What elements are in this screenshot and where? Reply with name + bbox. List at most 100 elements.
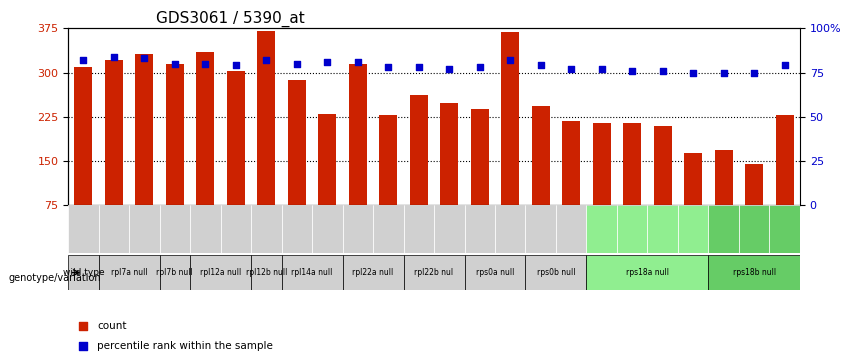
Point	[564, 66, 578, 72]
Point	[473, 64, 487, 70]
FancyBboxPatch shape	[160, 255, 190, 290]
FancyBboxPatch shape	[434, 205, 465, 253]
Text: rpl14a null: rpl14a null	[291, 268, 333, 277]
FancyBboxPatch shape	[99, 205, 129, 253]
FancyBboxPatch shape	[251, 205, 282, 253]
FancyBboxPatch shape	[251, 255, 282, 290]
Bar	[105, 59, 123, 205]
Point	[381, 64, 395, 70]
Bar	[349, 64, 367, 205]
FancyBboxPatch shape	[99, 255, 160, 290]
Point	[778, 63, 791, 68]
Point	[168, 61, 181, 67]
Bar	[684, 153, 702, 205]
FancyBboxPatch shape	[68, 205, 99, 253]
Text: rpl7a null: rpl7a null	[111, 268, 147, 277]
FancyBboxPatch shape	[342, 255, 403, 290]
Point	[656, 68, 670, 74]
Text: rpl22b nul: rpl22b nul	[414, 268, 454, 277]
Bar	[257, 31, 276, 205]
Text: rps18b null: rps18b null	[733, 268, 776, 277]
Text: rpl12a null: rpl12a null	[200, 268, 241, 277]
FancyBboxPatch shape	[465, 205, 495, 253]
Text: percentile rank within the sample: percentile rank within the sample	[97, 341, 273, 350]
Text: genotype/variation: genotype/variation	[9, 273, 101, 283]
Point	[687, 70, 700, 75]
FancyBboxPatch shape	[678, 205, 708, 253]
Bar	[196, 52, 214, 205]
FancyBboxPatch shape	[220, 205, 251, 253]
FancyBboxPatch shape	[403, 255, 465, 290]
Text: rpl7b null: rpl7b null	[157, 268, 193, 277]
Text: rps18a null: rps18a null	[626, 268, 669, 277]
FancyBboxPatch shape	[465, 255, 525, 290]
FancyBboxPatch shape	[586, 205, 617, 253]
FancyBboxPatch shape	[190, 205, 220, 253]
Bar	[562, 121, 580, 205]
Point	[229, 63, 243, 68]
Text: count: count	[97, 321, 127, 331]
FancyBboxPatch shape	[282, 205, 312, 253]
Bar	[471, 109, 488, 205]
FancyBboxPatch shape	[373, 205, 403, 253]
FancyBboxPatch shape	[525, 255, 586, 290]
Bar	[288, 80, 306, 205]
Point	[443, 66, 456, 72]
Bar	[532, 106, 550, 205]
Point	[290, 61, 304, 67]
Point	[595, 66, 608, 72]
Bar	[745, 164, 763, 205]
Text: rps0b null: rps0b null	[537, 268, 575, 277]
Point	[560, 253, 574, 258]
Point	[260, 57, 273, 63]
Point	[351, 59, 364, 65]
FancyBboxPatch shape	[342, 205, 373, 253]
Point	[504, 57, 517, 63]
FancyBboxPatch shape	[525, 205, 556, 253]
FancyBboxPatch shape	[282, 255, 342, 290]
Bar	[623, 123, 642, 205]
Point	[534, 63, 547, 68]
Bar	[592, 123, 611, 205]
Point	[625, 68, 639, 74]
Point	[412, 64, 426, 70]
FancyBboxPatch shape	[403, 205, 434, 253]
FancyBboxPatch shape	[648, 205, 678, 253]
Bar	[74, 67, 93, 205]
FancyBboxPatch shape	[739, 205, 769, 253]
Text: rpl12b null: rpl12b null	[246, 268, 287, 277]
Text: rps0a null: rps0a null	[476, 268, 514, 277]
FancyBboxPatch shape	[708, 255, 800, 290]
FancyBboxPatch shape	[129, 205, 160, 253]
FancyBboxPatch shape	[586, 255, 708, 290]
Bar	[135, 54, 153, 205]
Point	[747, 70, 761, 75]
FancyBboxPatch shape	[769, 205, 800, 253]
Point	[138, 56, 151, 61]
FancyBboxPatch shape	[190, 255, 251, 290]
Bar	[715, 150, 733, 205]
FancyBboxPatch shape	[556, 205, 586, 253]
FancyBboxPatch shape	[617, 205, 648, 253]
Bar	[409, 95, 428, 205]
Point	[321, 59, 334, 65]
Bar	[379, 115, 397, 205]
Text: GDS3061 / 5390_at: GDS3061 / 5390_at	[156, 11, 305, 27]
FancyBboxPatch shape	[68, 255, 99, 290]
Point	[717, 70, 730, 75]
Bar	[501, 33, 519, 205]
Text: wild type: wild type	[62, 268, 104, 277]
Bar	[775, 115, 794, 205]
Point	[77, 57, 90, 63]
Bar	[166, 64, 184, 205]
FancyBboxPatch shape	[708, 205, 739, 253]
Point	[198, 61, 212, 67]
FancyBboxPatch shape	[160, 205, 190, 253]
Bar	[226, 71, 245, 205]
Bar	[318, 114, 336, 205]
Point	[107, 54, 121, 59]
Text: rpl22a null: rpl22a null	[352, 268, 394, 277]
Bar	[654, 126, 671, 205]
FancyBboxPatch shape	[312, 205, 342, 253]
FancyBboxPatch shape	[495, 205, 525, 253]
